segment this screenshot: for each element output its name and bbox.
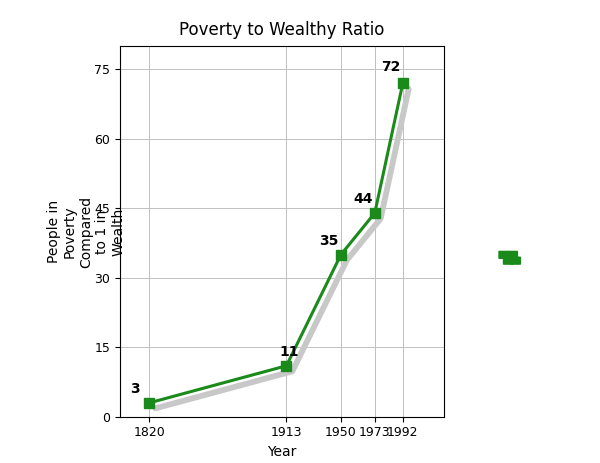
- FancyBboxPatch shape: [508, 251, 518, 259]
- X-axis label: Year: Year: [268, 445, 296, 459]
- FancyBboxPatch shape: [499, 251, 509, 259]
- Text: 44: 44: [353, 192, 373, 206]
- Title: Poverty to Wealthy Ratio: Poverty to Wealthy Ratio: [179, 21, 385, 39]
- Text: 11: 11: [280, 345, 299, 359]
- Text: 35: 35: [319, 234, 339, 248]
- Y-axis label: People in
Poverty
Compared
to 1 in
Wealth: People in Poverty Compared to 1 in Wealt…: [47, 195, 125, 268]
- Text: 3: 3: [130, 382, 140, 396]
- FancyBboxPatch shape: [510, 257, 521, 265]
- FancyBboxPatch shape: [503, 257, 514, 265]
- Text: 72: 72: [381, 60, 401, 74]
